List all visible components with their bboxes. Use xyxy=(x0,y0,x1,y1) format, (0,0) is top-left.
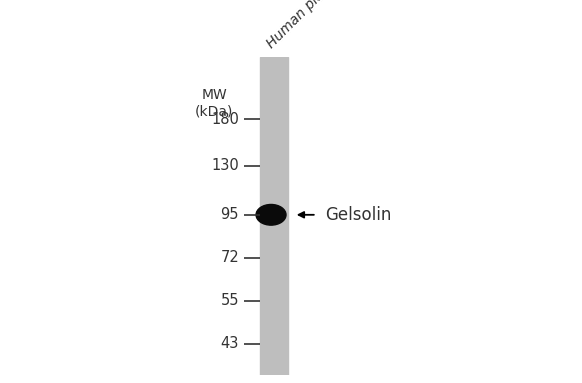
Text: Gelsolin: Gelsolin xyxy=(325,206,392,224)
Text: MW
(kDa): MW (kDa) xyxy=(195,88,233,119)
Text: 95: 95 xyxy=(221,207,239,222)
Ellipse shape xyxy=(256,205,286,225)
Text: 55: 55 xyxy=(221,293,239,308)
Bar xyxy=(260,57,288,375)
Text: 130: 130 xyxy=(211,158,239,173)
Text: 180: 180 xyxy=(211,112,239,127)
Text: 72: 72 xyxy=(221,250,239,265)
Text: Human plasma: Human plasma xyxy=(264,0,348,51)
Text: 43: 43 xyxy=(221,336,239,351)
